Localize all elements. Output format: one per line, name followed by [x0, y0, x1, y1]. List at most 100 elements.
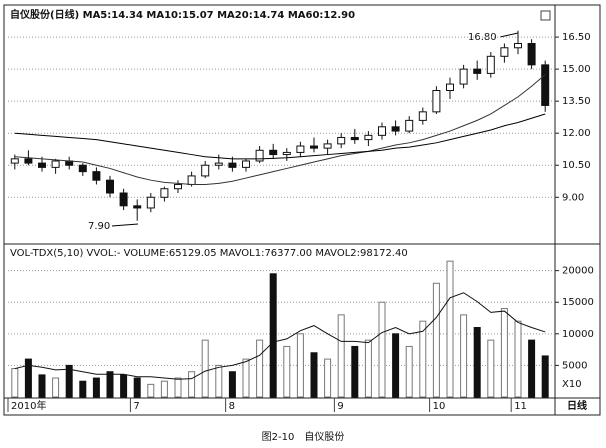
y-tick-label: 12.00 — [562, 128, 591, 139]
candle-body — [432, 89, 441, 113]
caption: 图2-10 自仪股份 — [262, 430, 345, 443]
y-tick-label: 10000 — [562, 329, 594, 340]
candle-body — [282, 151, 291, 156]
volume-bar — [92, 377, 100, 398]
volume-bar — [405, 345, 413, 398]
volume-bar — [242, 358, 250, 398]
volume-bar — [460, 314, 468, 398]
volume-bar — [174, 377, 182, 398]
ma-line — [14, 74, 546, 185]
candle-body — [78, 164, 87, 173]
candle-body — [391, 126, 400, 132]
volume-bar — [324, 358, 332, 398]
volume-bar — [120, 374, 128, 398]
volume-bar — [283, 345, 291, 398]
volume-bar — [52, 377, 60, 398]
volume-bar — [446, 260, 454, 398]
price-header: 自仪股份(日线) MA5:14.34 MA10:15.07 MA20:14.74… — [10, 8, 355, 21]
candle-body — [541, 64, 550, 106]
candle-body — [92, 171, 101, 181]
y-tick-label: 9.00 — [562, 192, 584, 203]
volume-bar — [133, 377, 141, 398]
candle-body — [473, 68, 482, 74]
volume-bar — [201, 339, 209, 398]
volume-bar — [528, 339, 536, 398]
candle-body — [133, 205, 142, 209]
arrow — [111, 223, 139, 227]
volume-bar — [514, 320, 522, 398]
candle-body — [255, 149, 264, 162]
volume-bar — [351, 345, 359, 398]
volume-bar — [215, 364, 223, 398]
volume-bar — [147, 383, 155, 398]
candle-body — [378, 126, 386, 136]
ma-line — [14, 292, 546, 380]
candle-body — [201, 164, 210, 177]
volume-bar — [269, 273, 277, 398]
volume-bar — [473, 327, 481, 398]
candle-body — [38, 162, 46, 168]
volume-bar — [188, 371, 196, 398]
unit-label: X10 — [562, 379, 582, 390]
candle-body — [310, 145, 318, 149]
volume-bar — [337, 314, 345, 398]
volume-bar — [541, 355, 549, 398]
candle-body — [10, 158, 19, 164]
x-tick-label: 7 — [133, 401, 139, 412]
y-tick-label: 15000 — [562, 297, 594, 308]
candle-body — [214, 162, 223, 166]
candle-body — [242, 160, 250, 168]
candle-body — [364, 134, 373, 141]
candle-body — [24, 158, 33, 164]
volume-bar — [500, 308, 508, 398]
candle-body — [106, 179, 114, 194]
volume-bar — [106, 371, 114, 398]
volume-bar — [392, 333, 400, 398]
x-tick-label: 11 — [514, 401, 527, 412]
candle-body — [228, 162, 237, 168]
candle-body — [350, 136, 359, 141]
candle-body — [296, 145, 305, 153]
volume-bar — [310, 352, 318, 398]
x-tick-label: 9 — [337, 401, 343, 412]
volume-bar — [296, 333, 304, 398]
candle-body — [418, 111, 427, 121]
x-tick-label: 10 — [433, 401, 446, 412]
x-tick-label: 2010年 — [11, 399, 46, 412]
volume-bar — [160, 380, 168, 398]
arrow — [499, 32, 519, 38]
candle-body — [51, 160, 60, 168]
candle-body — [459, 68, 468, 85]
candle-body — [527, 42, 536, 66]
candle-body — [446, 83, 454, 91]
candle-body — [323, 143, 332, 149]
period-label: 日线 — [567, 399, 587, 412]
volume-bar — [65, 364, 73, 398]
y-tick-label: 16.50 — [562, 32, 591, 43]
volume-bar — [24, 358, 32, 398]
volume-header: VOL-TDX(5,10) VVOL:- VOLUME:65129.05 MAV… — [10, 248, 408, 259]
candle-body — [486, 55, 495, 74]
candle-body — [269, 149, 278, 156]
volume-bar — [228, 371, 236, 398]
low-annotation: 7.90 — [88, 221, 110, 232]
volume-bar — [432, 282, 440, 398]
candle-body — [160, 188, 169, 198]
y-tick-label: 5000 — [562, 360, 587, 371]
volume-bar — [256, 339, 264, 398]
y-tick-label: 10.50 — [562, 160, 591, 171]
candle-body — [514, 42, 522, 49]
candle-body — [500, 47, 509, 57]
candle-body — [119, 192, 128, 207]
candle-body — [187, 175, 196, 185]
volume-bar — [79, 380, 87, 398]
volume-bar — [419, 320, 427, 398]
x-tick-label: 8 — [229, 401, 235, 412]
volume-bar — [487, 339, 495, 398]
ma-line — [14, 113, 546, 160]
candle-body — [146, 196, 155, 209]
window-icon — [540, 10, 551, 21]
volume-bar — [364, 339, 372, 398]
